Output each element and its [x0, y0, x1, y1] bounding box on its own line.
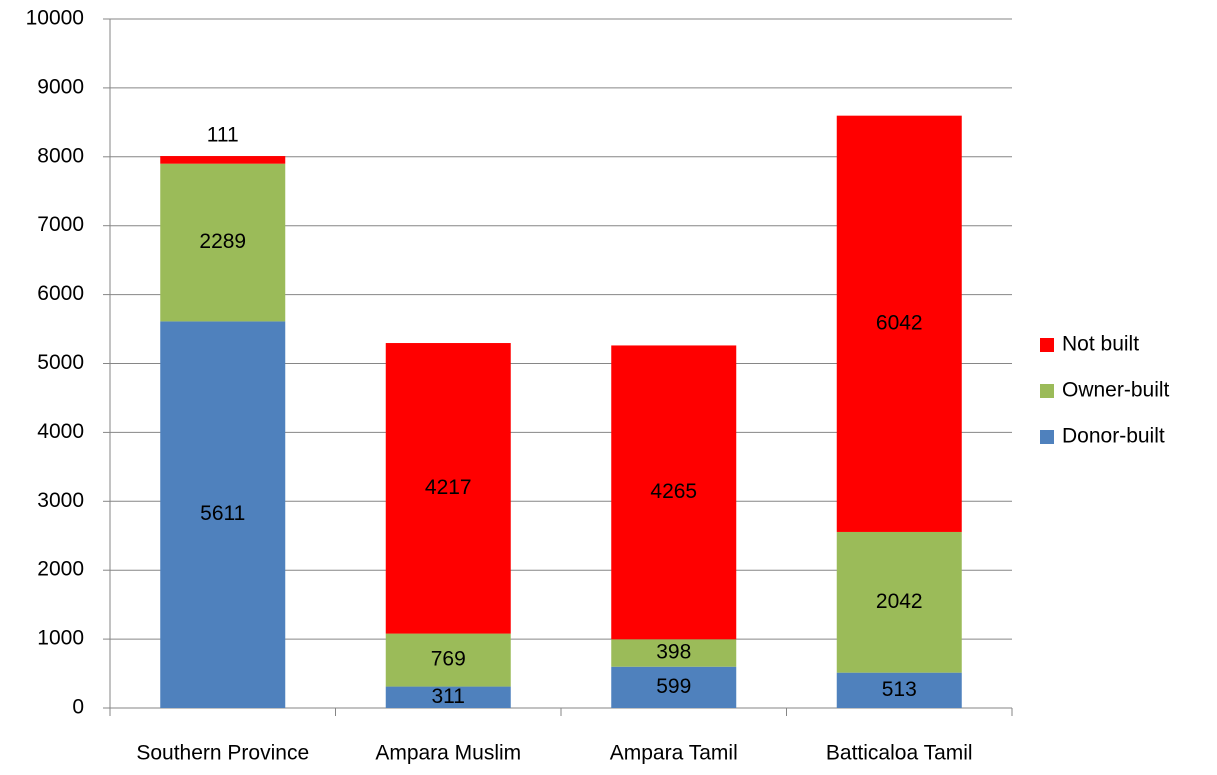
bar-segment — [836, 672, 962, 708]
x-tick-label: Batticaloa Tamil — [826, 742, 973, 765]
legend-label: Not built — [1062, 333, 1139, 356]
data-label: 2042 — [876, 590, 923, 613]
bar-segment — [160, 163, 286, 322]
y-tick-label: 8000 — [37, 144, 84, 167]
y-tick-label: 6000 — [37, 282, 84, 305]
bar-segment — [385, 343, 511, 634]
bar-segment — [385, 633, 511, 687]
data-label: 5611 — [200, 502, 245, 525]
data-label: 2289 — [199, 230, 246, 253]
legend-swatch — [1040, 338, 1054, 352]
data-label: 6042 — [876, 311, 923, 334]
bar-segment — [836, 531, 962, 673]
bar-segment — [160, 156, 286, 164]
y-tick-label: 1000 — [37, 627, 84, 650]
bar-segment — [611, 345, 737, 640]
data-label: 311 — [432, 685, 465, 708]
data-label: 513 — [882, 678, 917, 701]
x-tick-label: Ampara Muslim — [375, 742, 521, 765]
y-tick-label: 7000 — [37, 213, 84, 236]
data-label: 769 — [431, 648, 466, 671]
data-label: 111 — [207, 124, 239, 147]
legend-label: Donor-built — [1062, 425, 1165, 448]
x-tick-label: Southern Province — [136, 742, 309, 765]
data-label: 4217 — [425, 476, 472, 499]
y-tick-label: 2000 — [37, 558, 84, 581]
legend-label: Owner-built — [1062, 379, 1170, 402]
bar-segment — [611, 639, 737, 667]
bar-segment — [160, 321, 286, 708]
bar-segment — [611, 666, 737, 708]
x-tick-label: Ampara Tamil — [610, 742, 738, 765]
bar-segment — [385, 686, 511, 708]
y-tick-label: 9000 — [37, 75, 84, 98]
data-label: 4265 — [650, 480, 697, 503]
y-tick-label: 5000 — [37, 351, 84, 374]
data-label: 398 — [656, 641, 691, 664]
bar-segment — [836, 115, 962, 532]
y-tick-label: 3000 — [37, 489, 84, 512]
y-tick-label: 0 — [72, 696, 84, 719]
y-tick-label: 4000 — [37, 420, 84, 443]
data-label: 599 — [656, 675, 691, 698]
y-tick-label: 10000 — [26, 7, 84, 30]
legend-swatch — [1040, 430, 1054, 444]
legend-swatch — [1040, 384, 1054, 398]
